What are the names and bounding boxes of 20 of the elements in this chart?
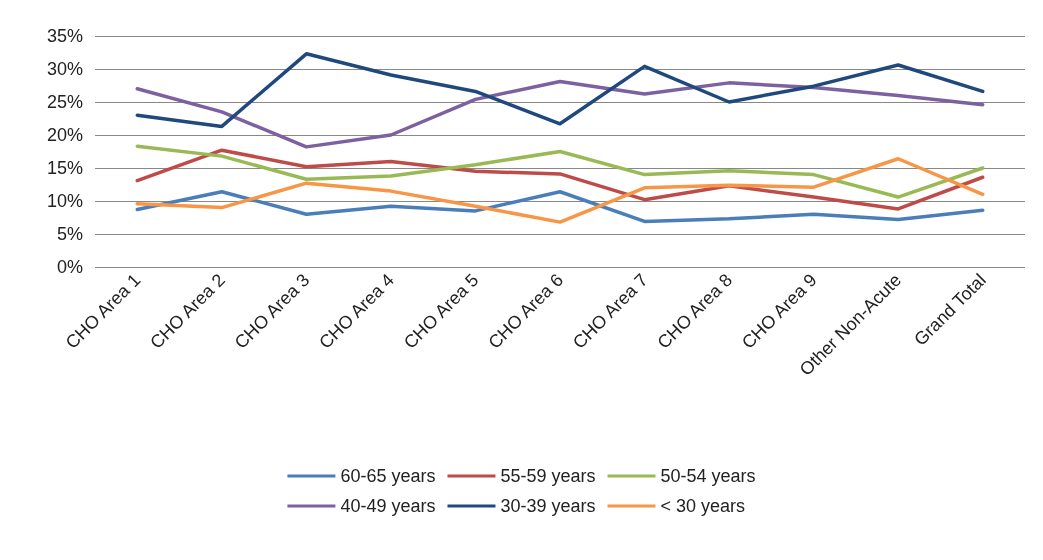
y-tick-label: 20%: [46, 125, 83, 145]
line-series: [135, 144, 985, 199]
y-tick-label: 35%: [46, 26, 83, 46]
legend-label: 60-65 years: [340, 466, 436, 486]
y-tick-label: 25%: [46, 92, 83, 112]
legend-label: < 30 years: [660, 496, 746, 516]
line-series: [135, 148, 985, 211]
legend-label: 55-59 years: [500, 466, 596, 486]
line-series: [135, 52, 985, 129]
y-tick-label: 10%: [46, 191, 83, 211]
line-series: [135, 190, 985, 224]
legend-label: 30-39 years: [500, 496, 596, 516]
line-series: [135, 79, 985, 149]
legend-label: 40-49 years: [340, 496, 436, 516]
line-series: [135, 157, 985, 224]
y-tick-label: 5%: [56, 224, 83, 244]
y-tick-label: 15%: [46, 158, 83, 178]
y-tick-label: 30%: [46, 59, 83, 79]
y-tick-label: 0%: [56, 257, 83, 277]
legend-label: 50-54 years: [660, 466, 756, 486]
